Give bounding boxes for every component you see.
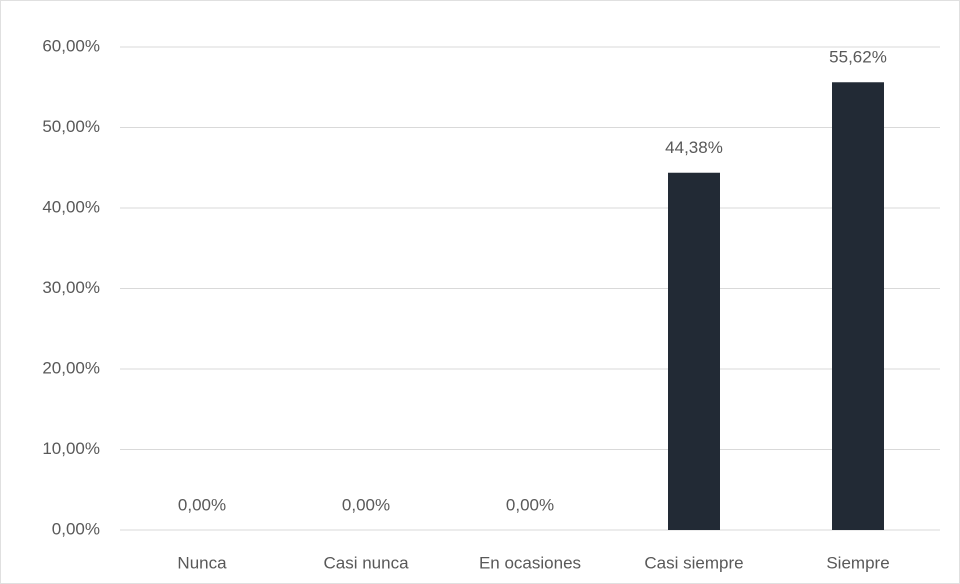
y-tick-label: 0,00% — [52, 519, 100, 538]
y-tick-label: 40,00% — [42, 197, 100, 216]
bar — [668, 172, 720, 530]
bar — [832, 82, 884, 530]
data-label: 55,62% — [829, 48, 887, 67]
x-tick-label: Nunca — [177, 553, 227, 572]
data-label: 44,38% — [665, 138, 723, 157]
x-tick-label: Casi siempre — [644, 553, 743, 572]
data-label: 0,00% — [506, 495, 554, 514]
x-tick-label: En ocasiones — [479, 553, 581, 572]
data-label: 0,00% — [342, 495, 390, 514]
y-tick-label: 60,00% — [42, 36, 100, 55]
y-tick-label: 10,00% — [42, 439, 100, 458]
y-tick-label: 30,00% — [42, 278, 100, 297]
y-tick-label: 20,00% — [42, 358, 100, 377]
y-tick-label: 50,00% — [42, 117, 100, 136]
data-label: 0,00% — [178, 495, 226, 514]
x-tick-label: Siempre — [826, 553, 889, 572]
x-tick-label: Casi nunca — [323, 553, 409, 572]
